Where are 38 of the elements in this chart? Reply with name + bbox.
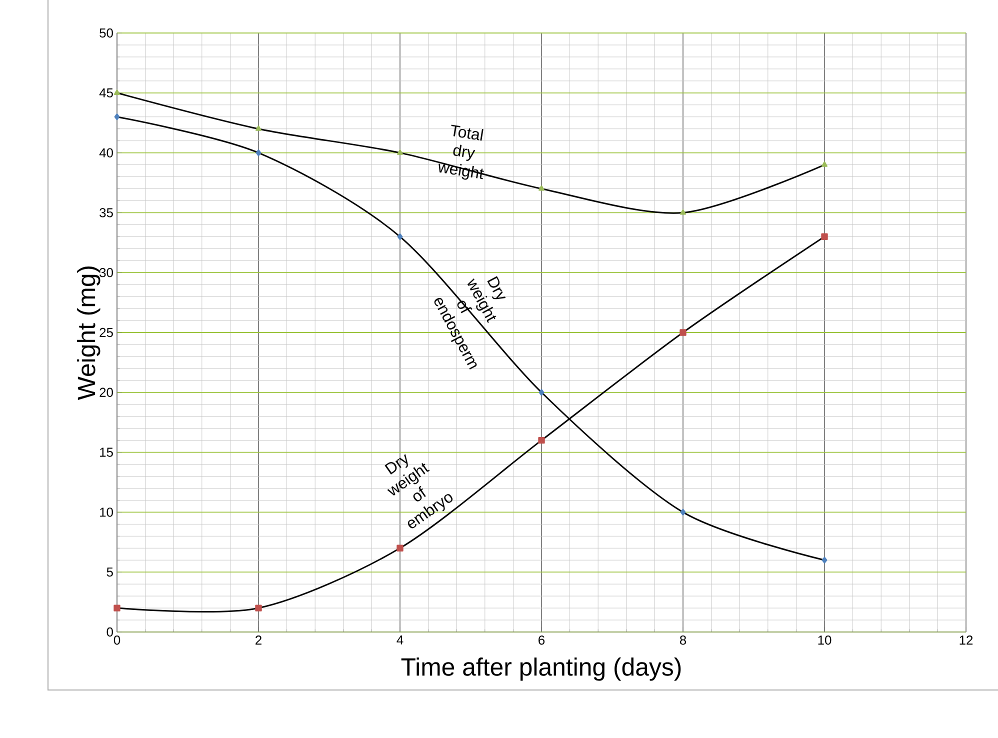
point — [822, 161, 828, 167]
point — [396, 544, 404, 552]
y-tick-label: 10 — [100, 508, 113, 517]
y-tick-label: 20 — [100, 388, 113, 397]
point — [255, 604, 262, 612]
point — [114, 114, 120, 120]
point — [538, 436, 545, 444]
point — [822, 556, 828, 564]
y-tick-label: 45 — [99, 88, 113, 98]
x-axis-title: Time after planting (days) — [401, 658, 681, 681]
x-tick-label: 2 — [256, 636, 262, 645]
x-tick-label: 6 — [538, 636, 545, 645]
point — [397, 149, 404, 155]
y-tick-label: 25 — [100, 328, 113, 338]
y-tick-label: 5 — [106, 568, 113, 577]
x-tick-label: 8 — [680, 636, 686, 645]
point — [538, 185, 545, 191]
y-tick-label: 30 — [100, 268, 113, 278]
point — [821, 233, 828, 240]
x-tick-label: 10 — [818, 636, 832, 645]
y-tick-label: 15 — [100, 448, 113, 457]
y-axis-title: Weight (mg) — [77, 266, 100, 400]
y-tick-label: 35 — [100, 208, 113, 218]
point — [256, 149, 262, 156]
x-tick-label: 12 — [960, 636, 973, 645]
point — [114, 90, 120, 95]
point — [680, 329, 686, 336]
y-tick-label: 40 — [99, 148, 113, 158]
point — [256, 125, 262, 131]
y-tick-label: 0 — [106, 627, 113, 637]
x-tick-label: 0 — [114, 636, 120, 645]
y-tick-label: 50 — [100, 28, 113, 38]
point — [397, 233, 403, 240]
point — [680, 508, 686, 516]
point — [538, 389, 544, 396]
point — [680, 209, 686, 215]
x-tick-label: 4 — [396, 636, 404, 644]
point — [114, 604, 120, 612]
